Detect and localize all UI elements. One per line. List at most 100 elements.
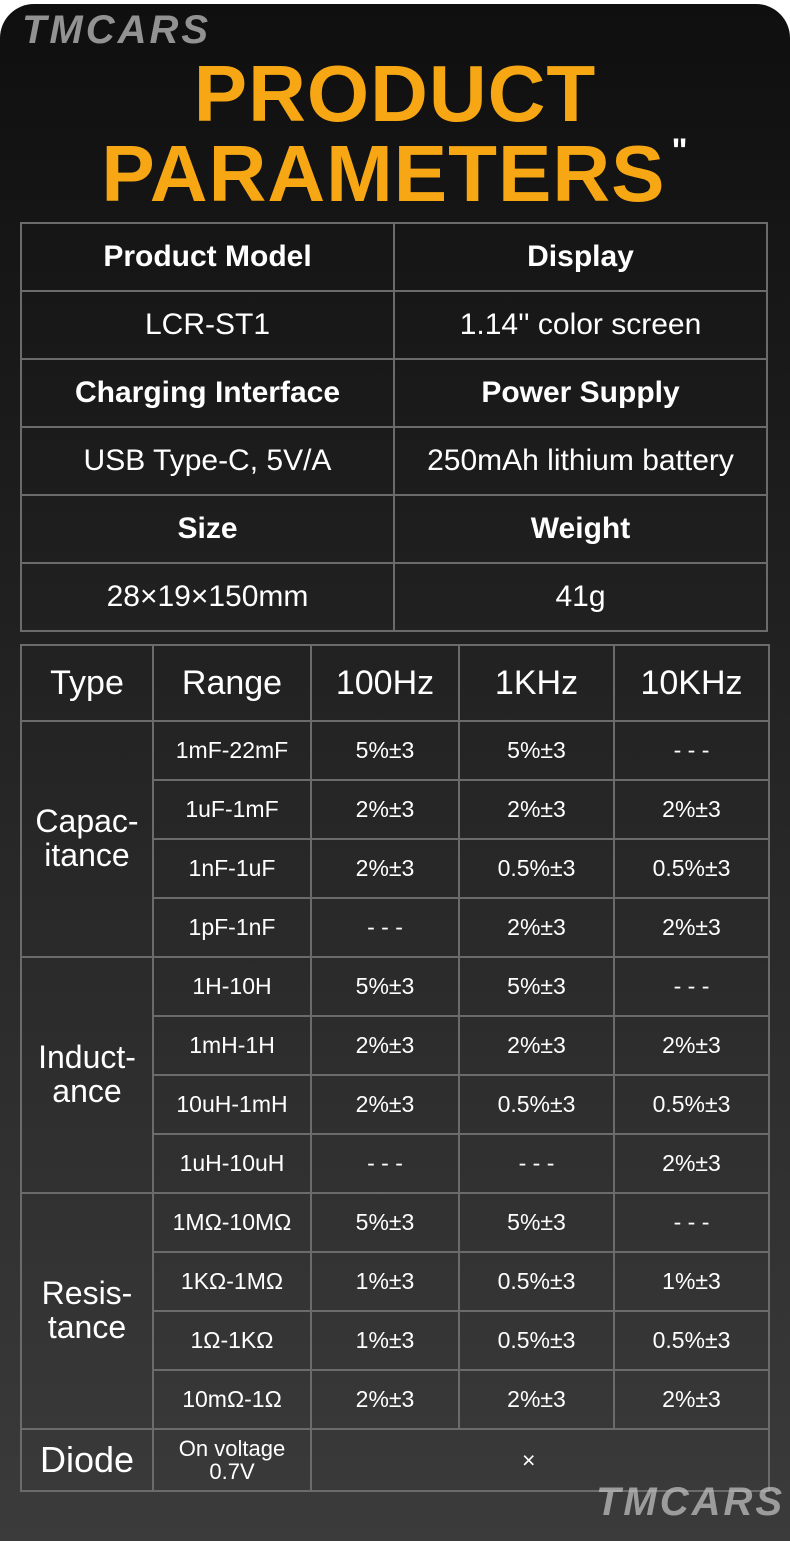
table-row: 1nF-1uF 2%±3 0.5%±3 0.5%±3 — [21, 838, 770, 899]
accuracy-cell: 1%±3 — [613, 1251, 770, 1312]
range-cell: 1mF-22mF — [152, 720, 312, 781]
spec-value: 1.14'' color screen — [393, 290, 768, 360]
range-cell: On voltage 0.7V — [152, 1428, 312, 1492]
column-header: 1KHz — [458, 644, 615, 722]
spec-table: Product Model Display LCR-ST1 1.14'' color … — [20, 222, 768, 632]
title-line-2-wrap: PARAMETERS " — [0, 134, 790, 214]
spec-value: 250mAh lithium battery — [393, 426, 768, 496]
accuracy-cell: 0.5%±3 — [613, 1310, 770, 1371]
accuracy-cell: 0.5%±3 — [613, 838, 770, 899]
column-header: 10KHz — [613, 644, 770, 722]
spec-value: 28×19×150mm — [20, 562, 395, 632]
column-header: 100Hz — [310, 644, 460, 722]
spec-label-row: Product Model Display — [20, 222, 768, 292]
range-cell: 1MΩ-10MΩ — [152, 1192, 312, 1253]
table-row: 1uF-1mF 2%±3 2%±3 2%±3 — [21, 779, 770, 840]
accuracy-cell: - - - — [458, 1133, 615, 1194]
range-cell: 1mH-1H — [152, 1015, 312, 1076]
type-cell: Diode — [20, 1428, 154, 1492]
table-row: 1uH-10uH - - -- - -2%±3 — [21, 1133, 770, 1194]
spec-value-row: USB Type-C, 5V/A 250mAh lithium battery — [20, 426, 768, 496]
accuracy-cell: 2%±3 — [310, 1074, 460, 1135]
table-row: Capac- itance 1mF-22mF 5%±3 5%±3- - - — [20, 720, 770, 958]
table-row: Induct- ance 1H-10H 5%±3 5%±3- - - — [20, 956, 770, 1194]
accuracy-cell: 2%±3 — [613, 1133, 770, 1194]
watermark: TMCARS — [596, 1480, 786, 1524]
accuracy-cell: - - - — [613, 720, 770, 781]
accuracy-cell: 2%±3 — [613, 897, 770, 958]
type-cell: Induct- ance — [20, 956, 154, 1194]
accuracy-cell: 0.5%±3 — [458, 1310, 615, 1371]
accuracy-cell: 2%±3 — [613, 779, 770, 840]
accuracy-cell: 0.5%±3 — [458, 1251, 615, 1312]
accuracy-cell: 2%±3 — [458, 779, 615, 840]
accuracy-table: Type Range 100Hz 1KHz 10KHz Capac- itance 1mF-… — [20, 644, 770, 1492]
accuracy-cell: 2%±3 — [613, 1369, 770, 1430]
spec-label: Power Supply — [393, 358, 768, 428]
watermark: TMCARS — [22, 8, 212, 52]
spec-value: 41g — [393, 562, 768, 632]
accuracy-cell: 5%±3 — [310, 956, 460, 1017]
spec-value-row: LCR-ST1 1.14'' color screen — [20, 290, 768, 360]
spec-label-row: Charging Interface Power Supply — [20, 358, 768, 428]
spec-label: Weight — [393, 494, 768, 564]
accuracy-cell: 2%±3 — [458, 897, 615, 958]
spec-value-row: 28×19×150mm 41g — [20, 562, 768, 632]
spec-label: Product Model — [20, 222, 395, 292]
product-parameters-card: TMCARS PRODUCT PARAMETERS " Product Model… — [0, 4, 790, 1541]
quote-mark: " — [671, 132, 689, 170]
diode-row: Diode On voltage 0.7V × — [20, 1428, 770, 1492]
accuracy-cell: 2%±3 — [310, 1369, 460, 1430]
column-header: Range — [152, 644, 312, 722]
accuracy-cell: 5%±3 — [458, 956, 615, 1017]
table-row: 10mΩ-1Ω 2%±3 2%±3 2%±3 — [21, 1369, 770, 1430]
page-title: PRODUCT PARAMETERS " — [0, 54, 790, 214]
accuracy-cell: - - - — [310, 897, 460, 958]
accuracy-cell: - - - — [310, 1133, 460, 1194]
accuracy-cell: - - - — [613, 956, 770, 1017]
accuracy-cell: 2%±3 — [613, 1015, 770, 1076]
table-row: 1pF-1nF - - -2%±3 2%±3 — [21, 897, 770, 958]
range-cell: 10uH-1mH — [152, 1074, 312, 1135]
accuracy-cell: 2%±3 — [458, 1015, 615, 1076]
spec-label-row: Size Weight — [20, 494, 768, 564]
spec-label: Charging Interface — [20, 358, 395, 428]
table-row: Resis- tance 1MΩ-10MΩ 5%±3 5%±3- - - — [20, 1192, 770, 1430]
accuracy-cell: 1%±3 — [310, 1310, 460, 1371]
spec-label: Display — [393, 222, 768, 292]
header-row: Type Range 100Hz 1KHz 10KHz — [20, 644, 770, 722]
type-cell: Capac- itance — [20, 720, 154, 958]
range-cell: 1nF-1uF — [152, 838, 312, 899]
title-line-2: PARAMETERS — [101, 129, 666, 218]
range-cell: 10mΩ-1Ω — [152, 1369, 312, 1430]
accuracy-cell: 2%±3 — [310, 838, 460, 899]
column-header: Type — [20, 644, 154, 722]
accuracy-cell: 0.5%±3 — [458, 1074, 615, 1135]
accuracy-cell: 0.5%±3 — [458, 838, 615, 899]
spec-value: USB Type-C, 5V/A — [20, 426, 395, 496]
accuracy-cell: 5%±3 — [458, 1192, 615, 1253]
title-line-1: PRODUCT — [193, 49, 597, 138]
table-row: 10uH-1mH 2%±3 0.5%±3 0.5%±3 — [21, 1074, 770, 1135]
table-row: 1KΩ-1MΩ 1%±3 0.5%±3 1%±3 — [21, 1251, 770, 1312]
accuracy-cell: 2%±3 — [458, 1369, 615, 1430]
accuracy-cell: 1%±3 — [310, 1251, 460, 1312]
range-cell: 1Ω-1KΩ — [152, 1310, 312, 1371]
accuracy-cell: - - - — [613, 1192, 770, 1253]
range-cell: 1KΩ-1MΩ — [152, 1251, 312, 1312]
diode-value: × — [310, 1428, 770, 1492]
type-cell: Resis- tance — [20, 1192, 154, 1430]
spec-label: Size — [20, 494, 395, 564]
accuracy-cell: 5%±3 — [310, 720, 460, 781]
accuracy-cell: 5%±3 — [310, 1192, 460, 1253]
range-cell: 1H-10H — [152, 956, 312, 1017]
range-cell: 1uF-1mF — [152, 779, 312, 840]
accuracy-cell: 2%±3 — [310, 1015, 460, 1076]
accuracy-cell: 2%±3 — [310, 779, 460, 840]
accuracy-cell: 5%±3 — [458, 720, 615, 781]
spec-value: LCR-ST1 — [20, 290, 395, 360]
accuracy-cell: 0.5%±3 — [613, 1074, 770, 1135]
table-row: 1Ω-1KΩ 1%±3 0.5%±3 0.5%±3 — [21, 1310, 770, 1371]
table-row: 1mH-1H 2%±3 2%±3 2%±3 — [21, 1015, 770, 1076]
range-cell: 1pF-1nF — [152, 897, 312, 958]
